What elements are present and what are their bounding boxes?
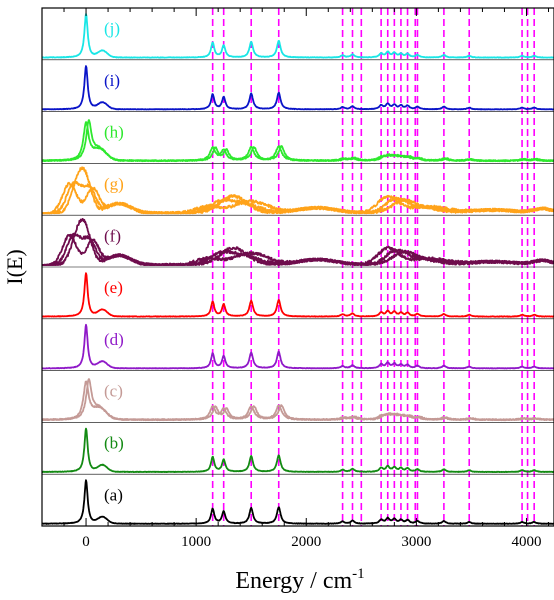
series-2: (c) (41, 370, 554, 422)
series-1-trace-0 (41, 427, 554, 473)
x-tick-label-2: 2000 (291, 534, 321, 550)
series-1: (b) (41, 422, 554, 473)
series-label-5: (f) (104, 226, 121, 245)
series-5: (f) (41, 214, 554, 266)
series-7: (h) (41, 111, 554, 163)
series-2-trace-1 (41, 378, 554, 422)
tick-group: 0 1000 2000 3000 4000 (41, 8, 549, 550)
plot-frame (41, 7, 554, 527)
series-9-trace-0 (41, 13, 554, 59)
series-group: (a) (b) (c) (d) (e) (f) (g) (h) (i) (j) (41, 13, 554, 525)
series-label-7: (h) (104, 123, 124, 142)
series-6: (g) (41, 163, 554, 215)
series-label-0: (a) (104, 485, 123, 504)
series-0-trace-0 (41, 479, 554, 525)
x-tick-label-0: 0 (82, 534, 90, 550)
x-axis-label-superscript: -1 (352, 566, 365, 582)
x-tick-label-3: 3000 (401, 534, 431, 550)
x-axis-label-text: Energy / cm (235, 568, 352, 594)
series-label-2: (c) (104, 382, 123, 401)
series-label-1: (b) (104, 433, 124, 452)
series-9: (j) (41, 13, 554, 59)
series-3: (d) (41, 318, 554, 370)
series-3-trace-0 (41, 323, 554, 370)
series-5-trace-2 (41, 218, 554, 266)
series-4: (e) (41, 266, 554, 318)
series-label-9: (j) (104, 19, 120, 38)
x-tick-label-4: 4000 (511, 534, 541, 550)
series-label-3: (d) (104, 330, 124, 349)
series-6-trace-2 (41, 166, 554, 215)
series-label-4: (e) (104, 278, 123, 297)
series-label-6: (g) (104, 174, 124, 193)
series-7-trace-1 (41, 119, 554, 163)
series-label-8: (i) (104, 71, 120, 90)
series-4-trace-0 (41, 272, 554, 318)
y-axis-label: I(E) (2, 249, 27, 284)
series-8-trace-0 (41, 65, 554, 111)
x-tick-label-1: 1000 (181, 534, 211, 550)
series-0: (a) (41, 473, 554, 525)
series-8: (i) (41, 59, 554, 111)
x-axis-label: Energy / cm-1 (235, 566, 364, 594)
